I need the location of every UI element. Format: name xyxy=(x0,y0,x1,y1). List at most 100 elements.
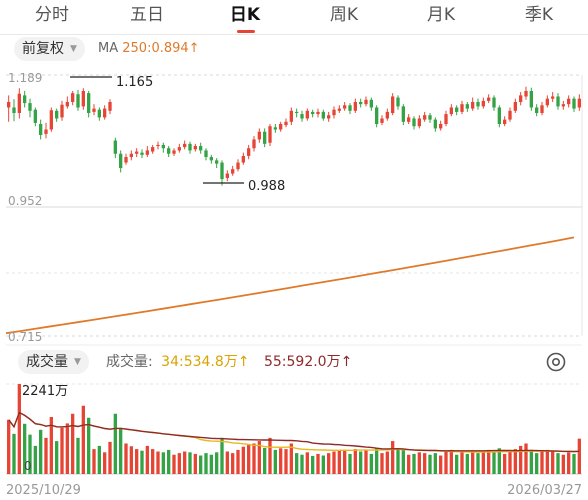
volume-bar xyxy=(439,455,443,474)
price-candles xyxy=(7,86,581,186)
volume-bar xyxy=(188,452,192,474)
volume-bar xyxy=(369,453,373,474)
candle-body xyxy=(268,126,272,143)
volume-bar xyxy=(332,451,336,474)
candle-body xyxy=(353,101,357,111)
settings-button[interactable] xyxy=(544,350,568,374)
candle-body xyxy=(577,98,581,108)
candle-body xyxy=(321,111,325,119)
candle-body xyxy=(183,143,187,148)
candle-body xyxy=(172,150,176,154)
volume-bar xyxy=(337,450,341,474)
ma-label: MA xyxy=(98,41,119,56)
volume-bar xyxy=(151,449,155,474)
volume-bar xyxy=(113,413,117,474)
volume-bar xyxy=(455,454,459,474)
candle-body xyxy=(487,97,491,101)
volume-bar xyxy=(444,451,448,474)
candle-body xyxy=(156,144,160,147)
volume-type-select[interactable]: 成交量 ▼ xyxy=(18,350,89,374)
volume-indicators: 成交量: 34:534.8万↑ 55:592.0万↑ xyxy=(106,351,352,373)
candle-body xyxy=(433,119,437,129)
tabs-divider xyxy=(0,34,588,35)
gear-icon xyxy=(546,352,566,372)
active-tab-indicator xyxy=(237,30,255,33)
volume-bar xyxy=(529,449,533,474)
volume-bar xyxy=(540,451,544,474)
candle-body xyxy=(44,129,48,134)
candle-body xyxy=(465,104,469,109)
candle-body xyxy=(396,97,400,107)
volume-bar xyxy=(433,453,437,474)
candle-body xyxy=(161,144,165,149)
date-start: 2025/10/29 xyxy=(6,483,81,498)
volume-axis-top: 2241万 xyxy=(22,384,68,399)
volume-bar xyxy=(487,449,491,474)
candle-body xyxy=(167,148,171,154)
volume-bar xyxy=(551,451,555,474)
candle-body xyxy=(215,160,219,164)
candle-body xyxy=(241,155,245,163)
volume-bar xyxy=(220,437,224,474)
volume-bar xyxy=(284,449,288,474)
candle-body xyxy=(220,162,224,180)
volume-bar xyxy=(172,454,176,474)
tab-intraday[interactable]: 分时 xyxy=(35,5,69,25)
tab-quarterly-k[interactable]: 季K xyxy=(524,5,554,25)
volume-bar xyxy=(145,445,149,474)
candle-body xyxy=(385,111,389,119)
volume-bar xyxy=(108,441,112,474)
volume-bar xyxy=(305,452,309,474)
candle-body xyxy=(545,98,549,106)
volume-bar xyxy=(156,451,160,474)
candle-body xyxy=(257,131,261,140)
volume-bar xyxy=(103,452,107,474)
volume-bar xyxy=(311,455,315,474)
volume-bar xyxy=(321,455,325,474)
candle-body xyxy=(225,173,229,178)
candle-body xyxy=(540,105,544,113)
volume-bar xyxy=(497,448,501,474)
candle-body xyxy=(428,115,432,120)
candle-body xyxy=(81,90,85,107)
volume-bar xyxy=(300,454,304,474)
volume-ma34-value: 34:534.8万↑ xyxy=(161,354,250,370)
candle-body xyxy=(337,108,341,111)
volume-bar xyxy=(252,443,256,474)
tab-monthly-k[interactable]: 月K xyxy=(426,5,456,25)
candle-body xyxy=(359,101,363,105)
tab-daily-k[interactable]: 日K xyxy=(229,5,261,25)
volume-bar xyxy=(161,452,165,474)
volume-bar xyxy=(465,453,469,474)
candle-body xyxy=(412,118,416,127)
volume-bar xyxy=(524,443,528,474)
price-axis-mid: 0.952 xyxy=(8,194,42,208)
volume-bar xyxy=(428,454,432,474)
tab-five-day[interactable]: 五日 xyxy=(130,5,164,25)
volume-bar xyxy=(567,452,571,474)
tab-weekly-k[interactable]: 周K xyxy=(329,5,359,25)
volume-bar xyxy=(17,384,21,474)
volume-bar xyxy=(140,450,144,474)
candle-body xyxy=(273,127,277,130)
candle-body xyxy=(55,110,59,119)
candle-body xyxy=(263,131,267,144)
candle-body xyxy=(305,110,309,119)
candle-body xyxy=(39,124,43,136)
volume-bar xyxy=(236,449,240,474)
candle-body xyxy=(199,146,203,151)
price-axis-top: 1.189 xyxy=(8,71,42,85)
volume-bar xyxy=(199,455,203,474)
candle-body xyxy=(103,108,107,118)
candle-body xyxy=(492,97,496,108)
candle-body xyxy=(311,111,315,115)
adjust-mode-select[interactable]: 前复权 ▼ xyxy=(14,37,85,61)
candle-body xyxy=(439,124,443,129)
candle-body xyxy=(284,121,288,126)
candle-body xyxy=(17,93,21,113)
volume-bar xyxy=(417,452,421,474)
candle-body xyxy=(327,115,331,119)
candle-body xyxy=(204,150,208,158)
chevron-down-icon: ▼ xyxy=(74,357,81,367)
